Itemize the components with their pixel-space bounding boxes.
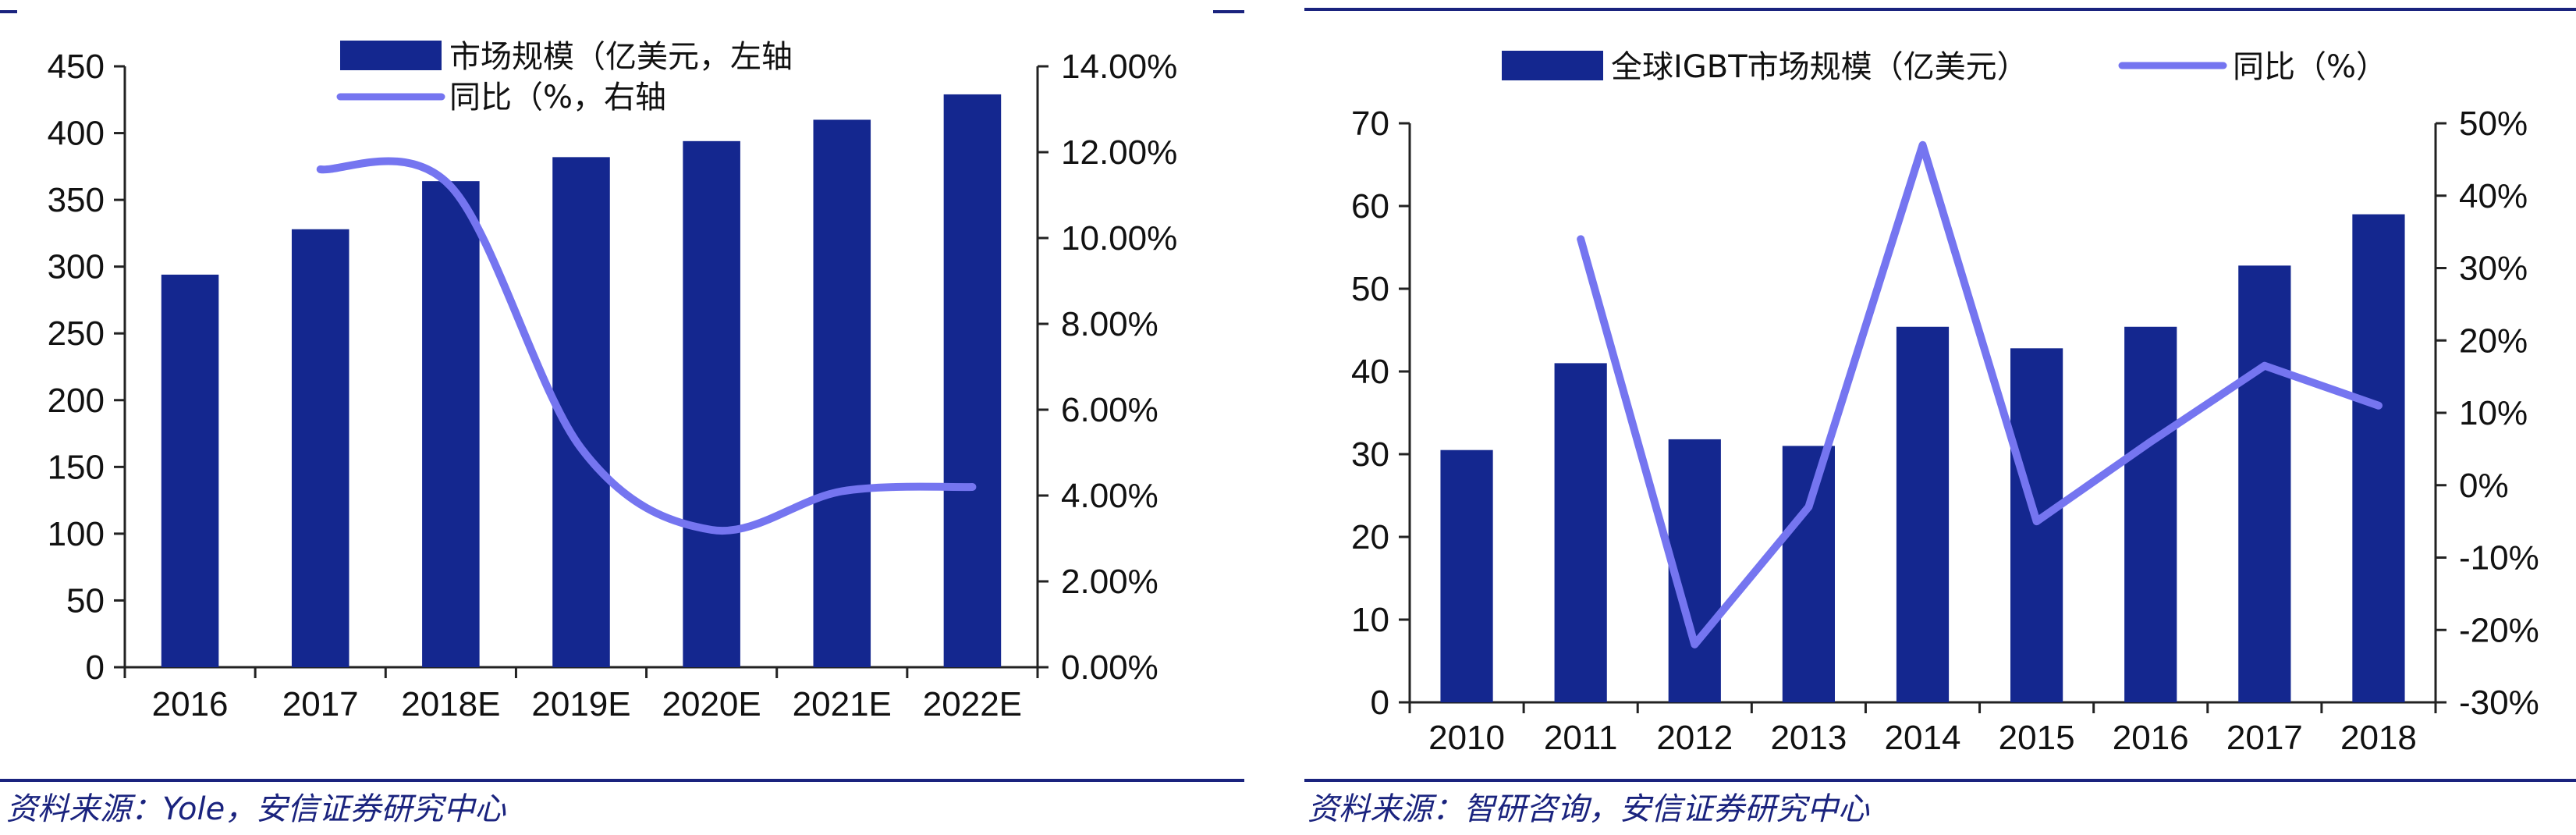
left-y-left-tick-label: 350: [48, 181, 105, 219]
right-chart: 全球IGBT市场规模（亿美元） 同比（%） 0 10 20 30 40 50 60 70 -30…: [1351, 49, 2539, 757]
left-legend-line-label: 同比（%，右轴: [449, 80, 666, 115]
right-y-left-tick-label: 0: [1371, 684, 1389, 722]
left-x-tick-label: 2016: [152, 685, 229, 723]
right-y-left-tick-label: 50: [1351, 270, 1389, 308]
right-bar: [1782, 446, 1835, 702]
left-x-tick-label: 2022E: [923, 685, 1022, 723]
left-x-tick-label: 2021E: [793, 685, 892, 723]
left-plot-area: 0 50 100 150 200 250 300 350 400 450 0.00% 2.00% 4.0…: [48, 48, 1178, 723]
right-y-right-tick-label: -20%: [2459, 611, 2539, 649]
right-x-tick-label: 2011: [1544, 719, 1618, 757]
left-y-right-tick-label: 10.00%: [1061, 219, 1177, 258]
left-legend-bar-label: 市场规模（亿美元，左轴: [449, 39, 793, 75]
right-plot-area: 0 10 20 30 40 50 60 70 -30% -20% -10% 0% 10% 20% 30% 40…: [1351, 105, 2539, 757]
right-y-right-tick-label: 50%: [2459, 105, 2528, 143]
left-x-tick-label: 2017: [282, 685, 359, 723]
right-y-left-tick-label: 20: [1351, 518, 1389, 556]
right-bar: [2238, 265, 2291, 702]
right-x-tick-label: 2014: [1885, 719, 1961, 757]
left-bar: [813, 119, 871, 667]
right-source-note: 资料来源：智研咨询，安信证券研究中心: [1308, 791, 1870, 827]
right-bar: [2124, 326, 2177, 702]
left-y-right-tick-label: 12.00%: [1061, 133, 1177, 172]
right-y-right-tick-label: 30%: [2459, 250, 2528, 288]
right-x-tick-label: 2013: [1770, 719, 1847, 757]
right-y-right-tick-label: 10%: [2459, 394, 2528, 432]
right-bar: [2352, 214, 2405, 703]
left-y-left-tick-label: 300: [48, 248, 105, 286]
right-y-left-tick-label: 10: [1351, 601, 1389, 639]
left-y-right-tick-label: 14.00%: [1061, 48, 1177, 86]
left-bar: [683, 140, 740, 668]
left-y-left-tick-label: 100: [48, 515, 105, 553]
left-y-left-tick-label: 50: [66, 581, 105, 620]
left-legend: 市场规模（亿美元，左轴 同比（%，右轴: [336, 39, 793, 115]
left-y-left-tick-label: 0: [86, 648, 105, 687]
left-y-left-tick-label: 450: [48, 48, 105, 86]
left-x-tick-label: 2018E: [401, 685, 500, 723]
right-y-right-tick-label: 0%: [2459, 467, 2509, 505]
right-x-tick-label: 2017: [2227, 719, 2303, 757]
left-growth-line: [316, 157, 977, 535]
left-y-right-tick-label: 4.00%: [1061, 477, 1158, 515]
left-y-right-tick-label: 8.00%: [1061, 305, 1158, 343]
right-y-left-tick-label: 70: [1351, 105, 1389, 143]
right-legend: 全球IGBT市场规模（亿美元） 同比（%）: [1502, 49, 2387, 85]
left-y-left-tick-label: 250: [48, 314, 105, 353]
right-legend-line-label: 同比（%）: [2233, 49, 2387, 85]
right-legend-bar-label: 全球IGBT市场规模（亿美元）: [1611, 49, 2028, 85]
left-chart: 市场规模（亿美元，左轴 同比（%，右轴 0 50 100 150 200 250 300 35…: [48, 39, 1178, 723]
left-x-tick-label: 2020E: [662, 685, 761, 723]
left-source-note: 资料来源：Yole，安信证券研究中心: [6, 791, 506, 827]
left-y-right-tick-label: 2.00%: [1061, 563, 1158, 601]
right-bar: [1896, 326, 1950, 702]
left-y-left-tick-label: 400: [48, 115, 105, 153]
left-y-right-tick-label: 6.00%: [1061, 391, 1158, 429]
left-legend-bar-swatch: [340, 41, 442, 70]
right-y-right-tick-label: 20%: [2459, 322, 2528, 360]
right-x-tick-label: 2010: [1428, 719, 1505, 757]
right-bar: [1440, 449, 1493, 702]
right-x-tick-label: 2018: [2340, 719, 2417, 757]
left-bar: [291, 229, 349, 667]
right-x-tick-label: 2016: [2113, 719, 2189, 757]
right-bar: [2010, 348, 2063, 702]
left-bar: [161, 274, 219, 667]
left-y-left-tick-label: 200: [48, 382, 105, 420]
right-bar: [1554, 363, 1607, 702]
left-y-right-tick-label: 0.00%: [1061, 648, 1158, 687]
right-x-tick-label: 2012: [1656, 719, 1733, 757]
right-x-tick-label: 2015: [1999, 719, 2075, 757]
right-legend-bar-swatch: [1502, 51, 1603, 80]
right-y-left-tick-label: 40: [1351, 353, 1389, 391]
right-y-left-tick-label: 30: [1351, 435, 1389, 474]
right-y-right-tick-label: -30%: [2459, 684, 2539, 722]
right-y-right-tick-label: 40%: [2459, 177, 2528, 215]
right-growth-line: [1577, 140, 2383, 648]
left-x-tick-label: 2019E: [531, 685, 630, 723]
right-y-right-tick-label: -10%: [2459, 539, 2539, 577]
right-y-left-tick-label: 60: [1351, 187, 1389, 226]
left-y-left-tick-label: 150: [48, 448, 105, 486]
left-bar: [422, 181, 480, 668]
left-bar: [943, 94, 1002, 667]
